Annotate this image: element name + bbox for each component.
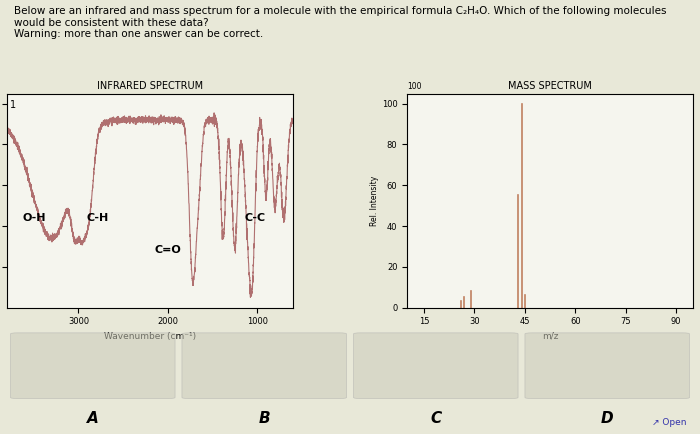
FancyBboxPatch shape xyxy=(10,333,175,398)
X-axis label: Wavenumber (cm⁻¹): Wavenumber (cm⁻¹) xyxy=(104,332,196,341)
FancyBboxPatch shape xyxy=(354,333,518,398)
FancyBboxPatch shape xyxy=(525,333,690,398)
FancyBboxPatch shape xyxy=(182,333,346,398)
Text: C: C xyxy=(430,411,442,426)
Text: O-H: O-H xyxy=(22,213,46,223)
Text: C-C: C-C xyxy=(245,213,266,223)
Text: C-H: C-H xyxy=(87,213,109,223)
Y-axis label: Rel. Intensity: Rel. Intensity xyxy=(370,175,379,226)
Title: INFRARED SPECTRUM: INFRARED SPECTRUM xyxy=(97,81,203,91)
Text: A: A xyxy=(87,411,99,426)
Text: 1: 1 xyxy=(10,100,16,110)
Text: C=O: C=O xyxy=(155,246,181,256)
Title: MASS SPECTRUM: MASS SPECTRUM xyxy=(508,81,592,91)
Text: Below are an infrared and mass spectrum for a molecule with the empirical formul: Below are an infrared and mass spectrum … xyxy=(14,6,666,39)
Text: ↗ Open: ↗ Open xyxy=(652,418,686,427)
Text: D: D xyxy=(601,411,614,426)
X-axis label: m/z: m/z xyxy=(542,332,559,341)
Text: B: B xyxy=(258,411,270,426)
Text: 100: 100 xyxy=(407,82,421,92)
